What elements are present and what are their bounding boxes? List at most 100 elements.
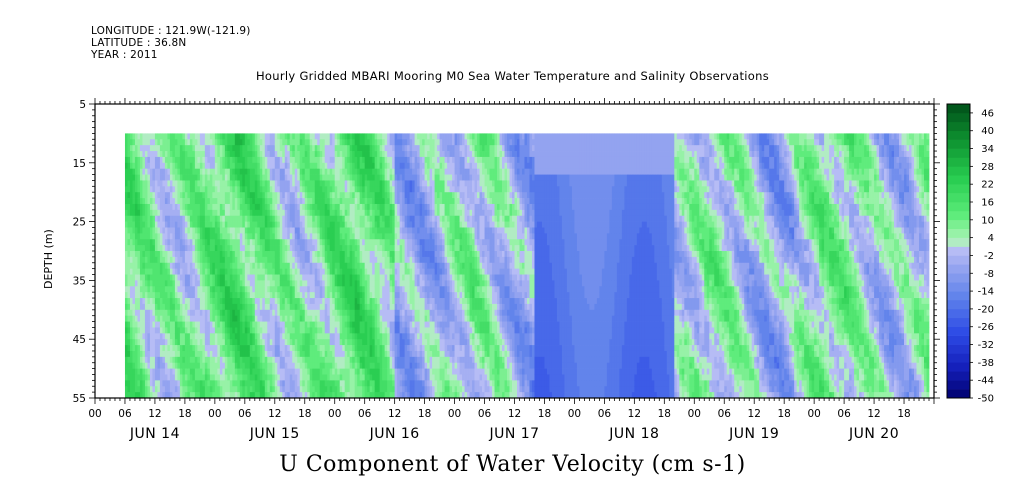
heatmap-cell [382, 221, 386, 228]
heatmap-cell [277, 392, 281, 399]
heatmap-cell [172, 380, 176, 387]
heatmap-cell [182, 151, 186, 158]
heatmap-cell [377, 292, 381, 299]
heatmap-cell [394, 151, 398, 158]
heatmap-cell [267, 286, 271, 293]
heatmap-cell [377, 168, 381, 175]
heatmap-cell [304, 380, 308, 387]
heatmap-cell [394, 268, 398, 275]
heatmap-cell [169, 174, 173, 181]
heatmap-cell [282, 339, 286, 346]
heatmap-cell [297, 203, 301, 211]
heatmap-cell [367, 350, 371, 358]
heatmap-cell [324, 186, 328, 193]
heatmap-cell [392, 168, 395, 175]
heatmap-cell [229, 321, 233, 328]
heatmap-cell [259, 345, 263, 352]
heatmap-cell [292, 356, 296, 364]
heatmap-cell [347, 262, 351, 269]
heatmap-cell [142, 209, 146, 217]
heatmap-cell [237, 227, 241, 234]
heatmap-cell [319, 380, 323, 387]
heatmap-cell [232, 315, 236, 322]
heatmap-cell [359, 186, 363, 193]
heatmap-cell [172, 315, 176, 322]
heatmap-cell [169, 268, 173, 275]
heatmap-cell [254, 298, 258, 305]
heatmap-cell [237, 386, 241, 393]
heatmap-cell [399, 327, 403, 334]
heatmap-cell [377, 298, 381, 305]
heatmap-cell [264, 315, 268, 322]
heatmap-cell [189, 268, 193, 275]
heatmap-cell [304, 192, 308, 199]
heatmap-cell [337, 333, 341, 340]
heatmap-cell [222, 203, 226, 211]
heatmap-cell [132, 303, 136, 311]
heatmap-cell [367, 156, 371, 164]
heatmap-cell [227, 239, 231, 246]
heatmap-cell [212, 139, 216, 146]
heatmap-cell [369, 174, 373, 181]
heatmap-cell [212, 156, 216, 164]
heatmap-cell [194, 380, 198, 387]
heatmap-cell [274, 368, 278, 375]
heatmap-cell [187, 350, 191, 358]
heatmap-cell [304, 356, 308, 364]
heatmap-cell [379, 315, 383, 322]
heatmap-cell [139, 392, 143, 399]
heatmap-cell [232, 292, 236, 299]
heatmap-cell [174, 198, 178, 205]
heatmap-cell [162, 203, 166, 211]
heatmap-cell [397, 245, 400, 252]
heatmap-cell [254, 233, 258, 240]
heatmap-cell [164, 151, 168, 158]
heatmap-cell [194, 174, 198, 181]
heatmap-cell [394, 274, 398, 281]
heatmap-cell [124, 303, 128, 311]
heatmap-cell [362, 392, 366, 399]
heatmap-cell [124, 186, 128, 193]
heatmap-cell [217, 268, 221, 275]
heatmap-cell [257, 303, 261, 311]
heatmap-cell [144, 268, 148, 275]
heatmap-cell [364, 251, 368, 258]
heatmap-cell [352, 392, 356, 399]
heatmap-cell [139, 233, 143, 240]
heatmap-cell [297, 198, 301, 205]
heatmap-cell [372, 221, 376, 228]
heatmap-cell [204, 209, 208, 217]
heatmap-cell [312, 380, 316, 387]
heatmap-cell [149, 227, 153, 234]
heatmap-cell [244, 292, 248, 299]
heatmap-cell [319, 309, 323, 317]
heatmap-cell [297, 174, 301, 181]
heatmap-cell [302, 380, 306, 387]
heatmap-cell [134, 192, 138, 199]
heatmap-cell [192, 192, 196, 199]
heatmap-cell [379, 186, 383, 193]
heatmap-cell [234, 256, 238, 264]
heatmap-cell [272, 321, 276, 328]
heatmap-cell [314, 356, 318, 364]
heatmap-cell [394, 139, 398, 146]
heatmap-cell [189, 145, 193, 152]
heatmap-cell [272, 245, 276, 252]
heatmap-cell [204, 245, 208, 252]
heatmap-cell [259, 198, 263, 205]
heatmap-cell [272, 262, 276, 269]
heatmap-cell [394, 392, 398, 399]
heatmap-cell [307, 286, 311, 293]
heatmap-cell [202, 368, 206, 375]
heatmap-cell [142, 392, 146, 399]
heatmap-cell [177, 245, 181, 252]
heatmap-cell [257, 315, 261, 322]
heatmap-cell [322, 245, 326, 252]
heatmap-cell [147, 233, 151, 240]
heatmap-cell [324, 180, 328, 187]
heatmap-cell [237, 145, 241, 152]
heatmap-cell [377, 321, 381, 328]
heatmap-cell [222, 192, 226, 199]
heatmap-cell [157, 392, 161, 399]
heatmap-cell [352, 233, 356, 240]
